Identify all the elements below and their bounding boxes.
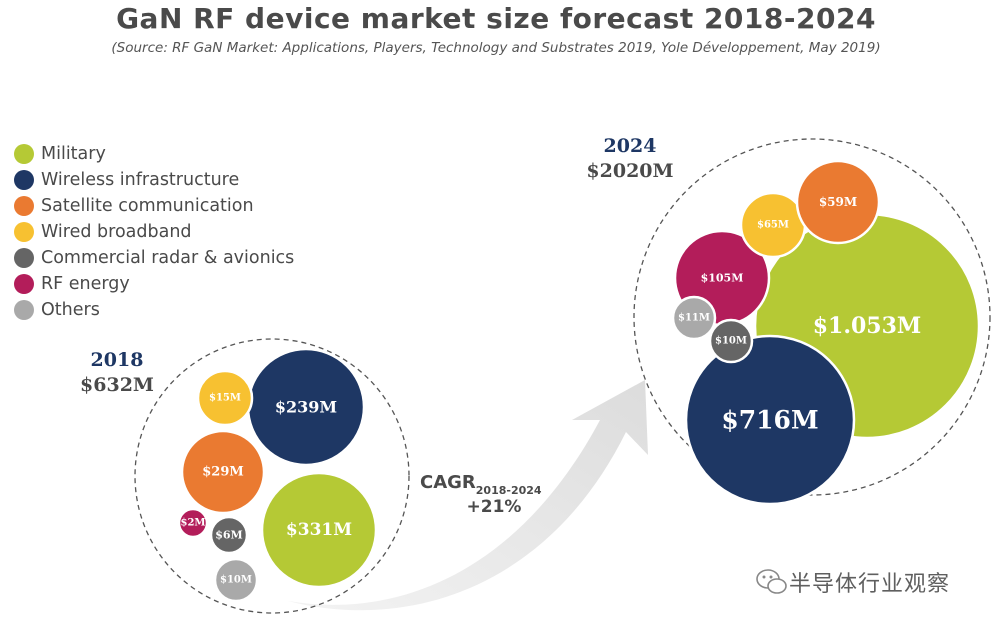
legend-swatch: [14, 170, 34, 190]
legend-item: Military: [14, 141, 294, 167]
bubble-2018-satellite-communication: [180, 429, 266, 515]
cagr-label: CAGR2018-2024: [420, 472, 542, 497]
bubble-2018-military: [260, 471, 378, 589]
bubble-label: $2M: [181, 518, 206, 529]
bubble-label: $6M: [215, 529, 242, 542]
legend-swatch: [14, 248, 34, 268]
legend-label: Commercial radar & avionics: [41, 248, 295, 268]
group-2018-year: 2018: [91, 349, 144, 371]
bubble-label: $11M: [678, 313, 710, 324]
bubble-label: $716M: [721, 406, 818, 435]
legend-item: Others: [14, 297, 294, 323]
bubble-label: $59M: [819, 195, 857, 209]
bubble-label: $1.053M: [813, 313, 922, 339]
legend-swatch: [14, 196, 34, 216]
legend-label: Wired broadband: [41, 222, 192, 242]
growth-arrow: [288, 380, 648, 611]
group-2024-outline: [633, 138, 991, 496]
chart-subtitle: (Source: RF GaN Market: Applications, Pl…: [111, 40, 881, 56]
bubble-label: $105M: [701, 272, 744, 285]
legend-label: Wireless infrastructure: [41, 170, 240, 190]
cagr-period: 2018-2024: [476, 484, 542, 497]
legend-item: Wireless infrastructure: [14, 167, 294, 193]
bubble-2018-wired-broadband: [196, 369, 254, 427]
cagr-text: CAGR: [420, 472, 476, 493]
watermark-text: 半导体行业观察: [789, 572, 951, 597]
legend: Military Wireless infrastructure Satellite…: [14, 141, 294, 323]
legend-label: Military: [41, 144, 106, 164]
wechat-icon: [756, 569, 787, 594]
bubble-2018-others: [213, 557, 259, 603]
legend-item: Satellite communication: [14, 193, 294, 219]
bubble-label: $239M: [275, 398, 337, 417]
legend-item: RF energy: [14, 271, 294, 297]
legend-label: Satellite communication: [41, 196, 254, 216]
legend-swatch: [14, 222, 34, 242]
bubble-label: $65M: [757, 220, 789, 231]
legend-item: Commercial radar & avionics: [14, 245, 294, 271]
bubble-2024-satellite-communication: [795, 159, 881, 245]
legend-label: Others: [41, 300, 100, 320]
chart-title: GaN RF device market size forecast 2018-…: [116, 2, 876, 35]
legend-swatch: [14, 300, 34, 320]
legend-item: Wired broadband: [14, 219, 294, 245]
bubble-2018-commercial-radar-avionics: [209, 515, 249, 555]
legend-swatch: [14, 274, 34, 294]
bubble-label: $10M: [715, 336, 747, 347]
bubble-2024-wireless-infrastructure: [684, 334, 856, 506]
group-2024-total: $2020M: [586, 160, 673, 182]
bubble-label: $15M: [209, 393, 241, 404]
watermark: 半导体行业观察: [755, 566, 950, 598]
bubble-2024-commercial-radar-avionics: [708, 318, 754, 364]
group-2018-outline: [134, 338, 410, 614]
bubble-label: $29M: [202, 465, 244, 480]
legend-swatch: [14, 144, 34, 164]
group-2024-year: 2024: [604, 135, 657, 157]
bubble-label: $331M: [286, 520, 352, 540]
legend-label: RF energy: [41, 274, 130, 294]
bubble-2024-others: [671, 295, 717, 341]
group-2018-total: $632M: [80, 374, 154, 396]
bubble-label: $10M: [220, 575, 252, 586]
cagr-value: +21%: [467, 497, 522, 517]
bubble-2018-rf-energy: [177, 507, 209, 539]
